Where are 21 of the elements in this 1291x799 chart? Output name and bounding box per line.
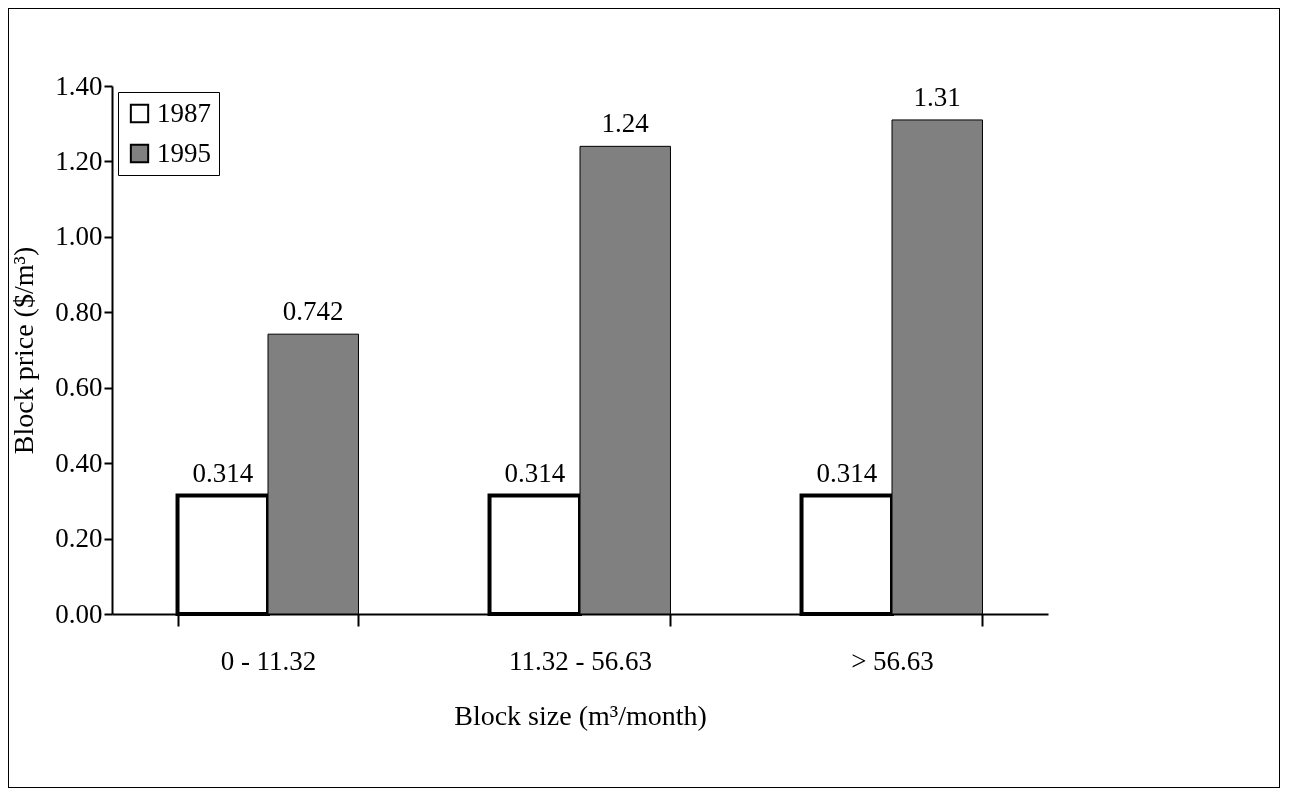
x-axis-title: Block size (m³/month) [454, 699, 707, 731]
legend-label: 1995 [157, 137, 211, 168]
legend-label: 1987 [157, 97, 211, 128]
data-label: 0.314 [816, 457, 878, 488]
data-label: 1.24 [601, 108, 650, 139]
y-axis-title: Block price ($/m³) [8, 246, 40, 455]
x-tick-label: > 56.63 [851, 645, 934, 676]
y-tick-label: 1.00 [55, 221, 103, 252]
y-tick-label: 0.40 [55, 447, 103, 478]
x-tick-label: 11.32 - 56.63 [509, 645, 652, 676]
y-tick-label: 0.60 [55, 372, 103, 403]
y-tick-label: 0.00 [55, 598, 103, 629]
data-label: 1.31 [913, 81, 961, 112]
x-tick-label: 0 - 11.32 [220, 645, 317, 676]
y-tick-label: 1.20 [55, 145, 103, 176]
y-tick-label: 1.40 [55, 70, 103, 101]
y-tick-label: 0.20 [55, 523, 103, 554]
data-label: 0.314 [192, 457, 254, 488]
y-tick-label: 0.80 [55, 296, 103, 327]
data-label: 0.314 [504, 457, 566, 488]
data-label: 0.742 [282, 296, 344, 327]
